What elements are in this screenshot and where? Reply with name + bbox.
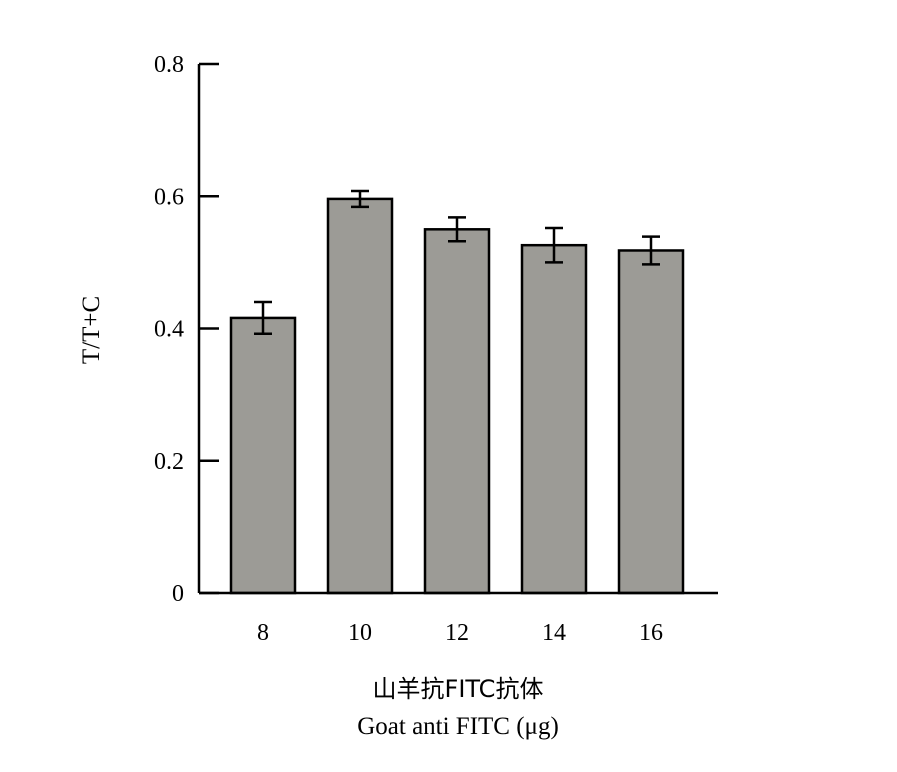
x-axis-title-cn: 山羊抗FITC抗体 bbox=[373, 675, 544, 703]
error-bar-8 bbox=[254, 300, 272, 336]
y-tick-label: 0.2 bbox=[154, 449, 184, 475]
x-tick-label-10: 10 bbox=[348, 620, 372, 646]
x-tick-label-16: 16 bbox=[639, 620, 663, 646]
x-tick-label-8: 8 bbox=[257, 620, 269, 646]
error-bars-layer bbox=[254, 189, 660, 336]
error-bar-10 bbox=[351, 189, 369, 209]
error-bar-16 bbox=[642, 235, 660, 266]
y-tick-label: 0.4 bbox=[154, 317, 184, 343]
y-axis-title: T/T+C bbox=[78, 296, 105, 364]
x-axis-title-en: Goat anti FITC (μg) bbox=[357, 713, 559, 740]
y-tick-label: 0.6 bbox=[154, 184, 184, 210]
x-tick-label-14: 14 bbox=[542, 620, 566, 646]
bar-10 bbox=[326, 197, 394, 595]
x-ticks-layer: 8 10 12 14 16 bbox=[257, 620, 663, 646]
y-tick-label: 0 bbox=[172, 581, 184, 607]
error-bar-14 bbox=[545, 226, 563, 264]
bars-layer bbox=[229, 197, 685, 595]
bar-12 bbox=[423, 228, 491, 595]
bar-14 bbox=[520, 243, 588, 595]
bar-8 bbox=[229, 316, 297, 595]
bar-16 bbox=[617, 249, 685, 595]
y-ticks-layer: 0 0.2 0.4 0.6 0.8 bbox=[154, 52, 219, 607]
x-tick-label-12: 12 bbox=[445, 620, 469, 646]
error-bar-12 bbox=[448, 216, 466, 243]
y-tick-label: 0.8 bbox=[154, 52, 184, 78]
